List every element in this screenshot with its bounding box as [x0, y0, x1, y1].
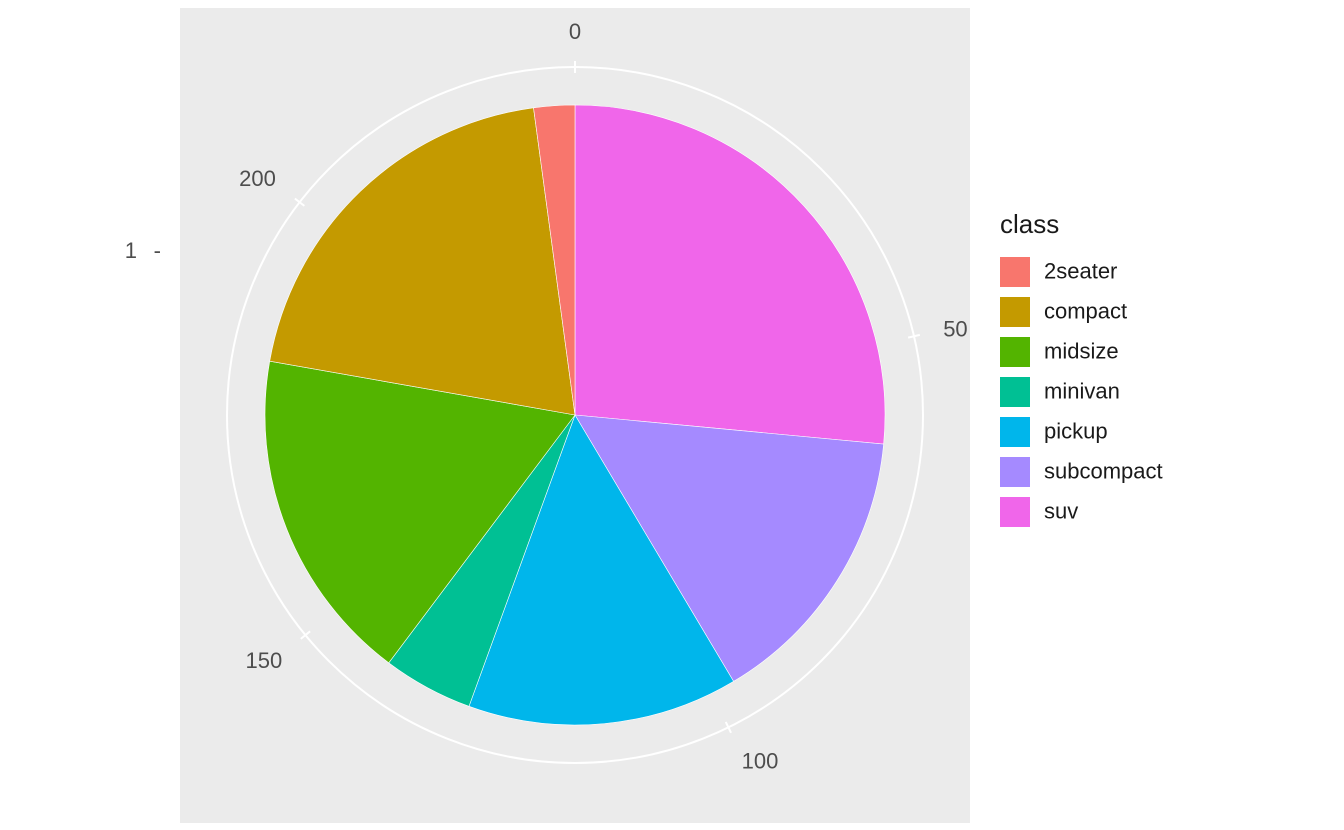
y-tick-label: 1 — [125, 238, 137, 263]
legend-title: class — [1000, 209, 1059, 239]
ring-tick-label: 0 — [569, 19, 581, 44]
legend-swatch-minivan — [1000, 377, 1030, 407]
ring-tick-label: 50 — [943, 316, 967, 341]
legend-label-2seater: 2seater — [1044, 259, 1117, 284]
ring-tick-label: 150 — [245, 648, 282, 673]
legend-label-suv: suv — [1044, 499, 1078, 524]
legend: class 2seater compact midsize minivan pickup s… — [1000, 209, 1163, 527]
legend-swatch-compact — [1000, 297, 1030, 327]
ring-tick-label: 100 — [742, 748, 779, 773]
legend-label-subcompact: subcompact — [1044, 459, 1163, 484]
legend-swatch-suv — [1000, 497, 1030, 527]
legend-label-pickup: pickup — [1044, 419, 1108, 444]
legend-label-midsize: midsize — [1044, 339, 1119, 364]
y-tick-dash: - — [154, 238, 161, 263]
chart-stage: 0 50 100 150 200 1- class 2seater compact midsize… — [0, 0, 1344, 830]
legend-swatch-midsize — [1000, 337, 1030, 367]
legend-swatch-2seater — [1000, 257, 1030, 287]
legend-swatch-subcompact — [1000, 457, 1030, 487]
legend-swatch-pickup — [1000, 417, 1030, 447]
legend-label-minivan: minivan — [1044, 379, 1120, 404]
ring-tick-label: 200 — [239, 166, 276, 191]
legend-label-compact: compact — [1044, 299, 1127, 324]
pie-slices — [265, 105, 885, 725]
pie-chart-svg: 0 50 100 150 200 1- class 2seater compact midsize… — [0, 0, 1344, 830]
